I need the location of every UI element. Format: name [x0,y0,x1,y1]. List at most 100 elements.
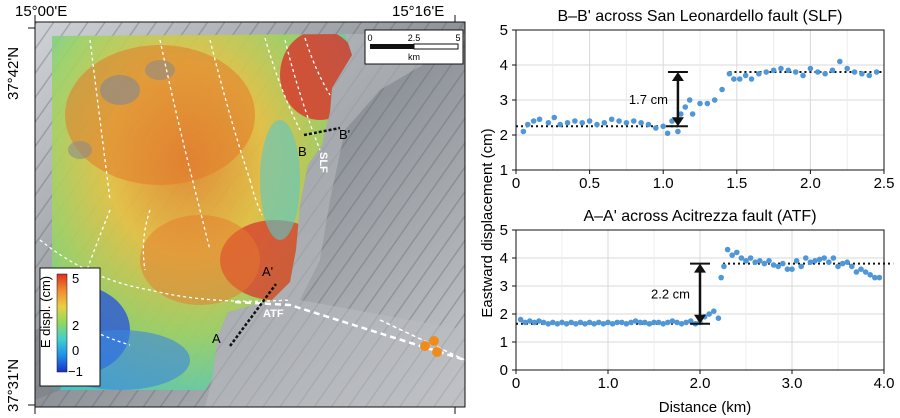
chart-slf: 0 0.5 1.0 1.5 2.0 2.5 1 2 3 4 5 B–B' across San Leo… [500,8,895,192]
colorbar-box [39,267,101,387]
data-point [763,69,770,75]
data-point [858,266,864,273]
data-point [770,262,777,268]
epicenter-markers [420,336,442,357]
data-point [616,118,622,124]
data-point [752,259,758,266]
y-tick-label: 4 [500,250,508,267]
scalebar-unit: km [408,52,420,62]
data-point [591,321,597,327]
data-point [551,114,558,121]
data-point [830,255,837,261]
data-point [600,321,607,327]
offset-arrow-head-down [694,314,706,324]
data-point [851,69,858,75]
data-point [655,319,662,326]
data-point [784,266,791,273]
data-point [862,269,869,275]
data-point [807,259,814,266]
y-tick-label: 4 [500,57,508,74]
data-point [719,86,725,93]
data-point [531,319,538,326]
data-point [536,318,542,324]
x-axis-label: Distance (km) [659,399,752,416]
profile-b-start-label: B [298,144,307,159]
data-point [793,258,800,264]
data-point [522,319,528,326]
data-point [697,100,703,107]
data-point [674,319,680,326]
data-point [803,255,809,261]
data-point [859,70,865,77]
data-point [835,263,841,270]
data-point [559,319,565,326]
data-point [688,318,694,324]
offset-label: 1.7 cm [629,92,668,107]
data-point [609,321,616,327]
data-point [766,258,772,264]
data-point [748,76,755,82]
data-point [572,118,578,124]
data-point [785,67,792,74]
data-point [866,72,873,79]
data-point [527,318,533,324]
chart-atf: 0 1.0 2.0 3.0 4.0 0 1 2 3 4 5 A–A' across Acitrezza… [500,208,895,392]
coord-top-right: 15°16'E [392,3,444,20]
data-point [715,315,722,322]
data-point [540,319,547,326]
data-point [545,119,552,126]
data-point [822,70,828,77]
data-point [554,321,561,327]
x-tick-label: 2.5 [874,175,895,192]
y-tick-label: 3 [500,92,508,109]
data-point [734,249,740,256]
profile-a-end-label: A' [262,264,273,279]
data-point [807,65,814,72]
scalebar-tick-2: 5 [455,33,460,43]
data-point [669,318,676,324]
epicenter-marker [432,347,442,357]
data-point [619,319,625,326]
y-tick-label: 5 [500,22,508,39]
data-point [686,97,693,103]
data-point [536,116,543,123]
data-point [731,76,737,82]
x-tick-label: 0 [512,375,520,392]
epicenter-marker [420,341,430,351]
data-point [798,263,804,270]
data-point [721,263,727,270]
data-point [726,70,733,77]
data-point [573,321,579,327]
data-point [718,274,724,281]
colorbar-tick-2: 2 [72,318,79,333]
scalebar-tick-1: 2.5 [408,33,421,43]
x-tick-label: 0 [512,175,520,192]
y-tick-label: 3 [500,278,508,295]
data-point [706,311,712,317]
data-point [623,119,630,126]
data-point [849,263,855,270]
data-point [743,258,749,264]
x-tick-label: 3.0 [782,375,803,392]
data-point [579,119,586,126]
offset-arrow-head-up [671,72,684,81]
epicenter-marker [429,336,439,346]
atf-fault-trace [234,300,465,362]
colorbar-tick-0: 0 [72,343,79,358]
data-point [729,252,735,258]
y-tick-label: 1 [500,334,508,351]
data-point [789,266,795,273]
data-point [816,256,823,263]
data-point [594,121,600,128]
colorbar-ramp [56,273,68,373]
data-point [637,319,643,326]
data-point [853,269,860,275]
map-frame [34,21,466,408]
colorbar: E displ. (cm) 5 2 0 −1 [38,267,101,387]
data-point [742,72,749,79]
data-point [876,274,883,281]
data-point [775,263,781,270]
offset-label: 2.2 cm [651,287,690,302]
data-point [711,308,717,315]
